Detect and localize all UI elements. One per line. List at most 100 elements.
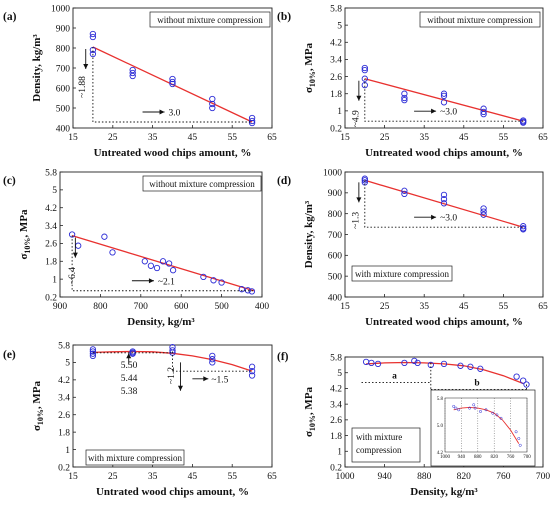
x-tick-label: 65 [538,133,548,143]
y-axis-label-c: σ10%, MPa [18,209,32,260]
plot-frame [344,7,544,129]
y-tick-label: 3.4 [330,400,342,410]
panel-label-f: (f) [277,351,289,363]
data-point [440,360,448,368]
data-point [480,110,487,118]
condition-box [142,175,262,192]
data-point [520,377,527,384]
data-point [153,264,161,272]
inset-y-tick-label: 4.2 [437,451,444,456]
chart-panel-b: 15 25 35 45 55 65 0.2 1 1.8 2.6 3.4 4.2 5 5.8 (b) Untre… [277,4,548,159]
ratio-annotation: ~1.88 [78,76,88,98]
fit-line [366,361,524,385]
data-point [480,208,487,215]
y-tick-label: 700 [56,64,71,74]
ratio-annotation: 3.0 [169,109,181,119]
inset-data-point [452,404,456,408]
data-point [210,277,217,284]
x-tick-label: 65 [267,472,277,482]
y-tick-label: 0.2 [58,463,70,473]
y-tick-label: 1.8 [45,258,57,268]
x-tick-label: 800 [93,302,108,312]
condition-text: with mixture [356,432,402,442]
y-tick-label: 900 [328,189,343,199]
x-axis-label-b: Untreated wood chips amount, % [365,147,523,159]
data-point [440,92,448,100]
data-point [368,359,375,367]
x-tick-label: 500 [214,302,229,312]
data-point [129,72,136,80]
fit-line [364,179,524,228]
inset-data-point [484,408,488,412]
data-point [209,104,216,112]
y-tick-label: 600 [328,252,343,262]
y-tick-label: 5.8 [330,4,342,14]
y-tick-label: 1000 [323,168,342,178]
data-point [467,363,474,370]
value-label: 5.50 [121,361,138,371]
data-point [523,381,530,388]
y-tick-label: 5 [337,369,342,379]
x-tick-label: 25 [108,472,118,482]
ratio-annotation: ~1.3 [351,212,361,229]
y-tick-label: 5 [337,21,342,31]
data-point [440,99,448,106]
data-point [89,350,97,357]
horizontal-arrow-head [431,214,437,220]
x-tick-label: 45 [459,133,469,143]
x-axis-label-c: Density, kg/m³ [127,316,195,328]
condition-box [351,427,421,463]
vertical-arrow-head [356,197,362,203]
y-tick-label: 4.2 [330,385,342,395]
data-point [440,90,448,97]
chart-panel-c: 900 800 700 600 500 400 0.2 1 1.8 2.6 3.4 4.2 5 5.8 (c… [3,168,269,328]
data-point [89,346,97,353]
condition-text: with mixture compression [355,269,449,279]
y-tick-label: 4.2 [58,376,70,386]
x-tick-label: 35 [419,133,429,143]
data-point [248,117,256,125]
inset-data-point [499,416,503,420]
x-tick-label: 600 [174,302,189,312]
data-point [457,362,464,369]
x-tick-label: 55 [499,302,509,312]
x-tick-label: 25 [108,133,118,143]
data-point [129,66,136,74]
chart-panel-d: 15 25 35 45 55 65 400 500 600 700 800 900 1000 (d) Unt… [277,168,548,328]
panel-label-c: (c) [3,175,16,187]
data-point [401,359,408,367]
inset-data-point [495,413,499,417]
inset-data-point [517,437,521,440]
inset-data-point [518,443,522,447]
horizontal-arrow-head [159,109,165,115]
x-tick-label: 25 [380,302,390,312]
inset-x-tick-label: 880 [474,455,482,460]
data-point [68,231,76,238]
y-tick-label: 5 [52,186,57,196]
inset-data-point [457,408,461,412]
chart-panel-e: 15 25 35 45 55 65 0.2 1 1.8 2.6 3.4 4.2 5 5.8 (e) Untra… [3,341,277,498]
data-point [401,96,408,104]
x-tick-label: 45 [459,302,469,312]
data-point [209,352,216,360]
condition-text: without mixture compression [427,15,533,25]
x-tick-label: 45 [188,133,198,143]
inset-y-tick-label: 5.8 [437,397,444,402]
y-tick-label: 3.4 [58,394,70,404]
data-point [374,360,382,368]
condition-text: compression [356,445,402,455]
vertical-arrow-head [126,353,132,359]
y-tick-label: 600 [56,84,71,94]
inset-x-tick-label: 940 [458,455,466,460]
y-axis-label-a: Density, kg/m³ [31,34,43,102]
data-point [480,108,487,116]
data-point [238,286,245,293]
x-tick-label: 15 [68,133,78,143]
y-tick-label: 5.8 [330,353,342,363]
inset-data-point [514,430,518,434]
inset-x-tick-label: 760 [507,455,515,460]
x-tick-label: 55 [227,472,237,482]
data-point [75,242,82,249]
data-point [361,75,368,82]
x-tick-label: 1000 [336,472,355,482]
